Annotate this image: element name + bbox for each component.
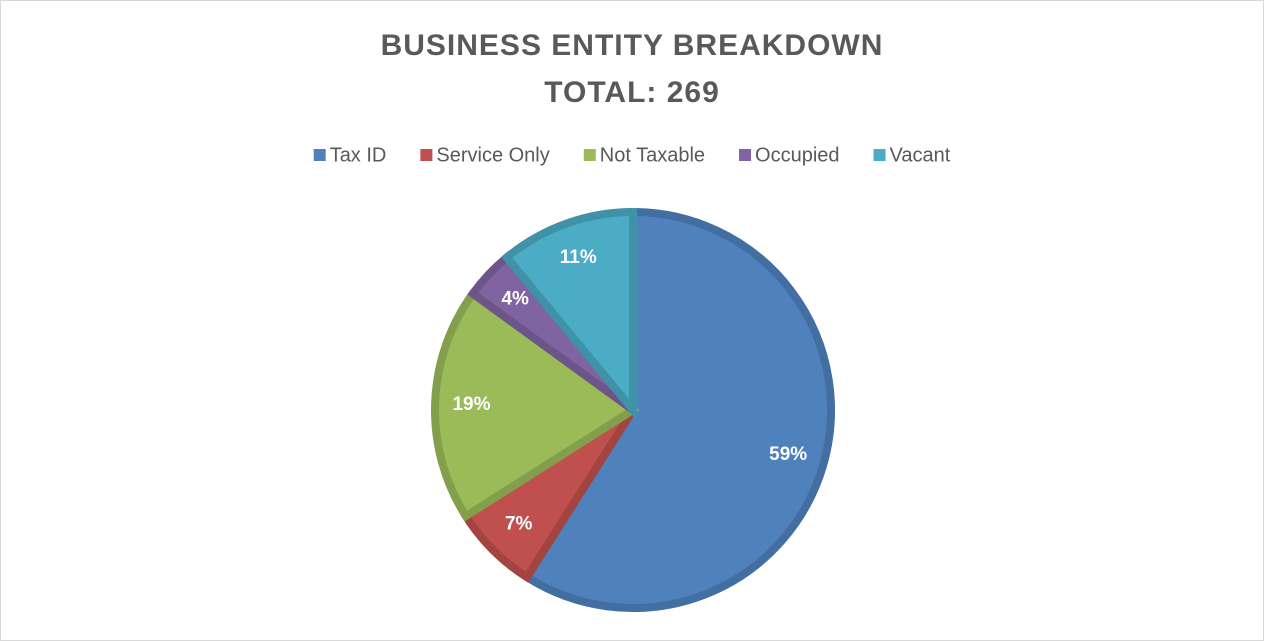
pie-slice — [521, 207, 835, 612]
chart-title: BUSINESS ENTITY BREAKDOWN — [381, 29, 884, 62]
value-label: 59% — [769, 444, 807, 465]
pie-slice — [501, 207, 637, 422]
value-label: 11% — [560, 247, 597, 268]
legend-swatch — [739, 149, 752, 161]
value-label: 4% — [501, 288, 529, 309]
legend: Tax ID Service Only Not Taxable Occupied Vac… — [313, 144, 951, 166]
pie-slice — [431, 288, 641, 522]
value-label: 7% — [505, 513, 533, 534]
legend-swatch — [873, 149, 886, 161]
legend-label: Tax ID — [330, 144, 387, 166]
chart-subtitle: TOTAL: 269 — [544, 76, 720, 109]
legend-label: Occupied — [755, 144, 840, 166]
value-label: 19% — [452, 394, 490, 415]
legend-swatch — [420, 149, 433, 161]
legend-label: Vacant — [890, 144, 951, 166]
legend-swatch — [583, 149, 596, 161]
legend-swatch — [313, 149, 326, 161]
legend-label: Not Taxable — [600, 144, 705, 166]
legend-label: Service Only — [436, 144, 549, 166]
